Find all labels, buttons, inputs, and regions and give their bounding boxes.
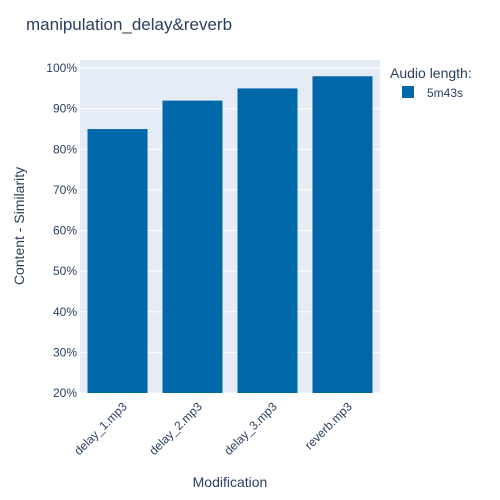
- y-tick-label: 80%: [53, 142, 77, 156]
- legend-swatch[interactable]: [402, 86, 414, 98]
- y-tick-label: 60%: [53, 224, 77, 238]
- y-tick-label: 50%: [53, 264, 77, 278]
- y-tick-label: 100%: [46, 61, 77, 75]
- bar-delay-3-mp3[interactable]: [237, 88, 298, 394]
- y-tick-label: 30%: [53, 345, 77, 359]
- y-tick-label: 20%: [53, 386, 77, 400]
- x-tick-label: delay_1.mp3: [71, 399, 130, 458]
- y-tick-label: 90%: [53, 102, 77, 116]
- bar-delay-1-mp3[interactable]: [87, 129, 148, 393]
- bar-reverb-mp3[interactable]: [312, 76, 373, 394]
- legend-title: Audio length:: [390, 65, 472, 81]
- y-tick-labels: 20% 30% 40% 50% 60% 70% 80% 90% 100%: [46, 61, 77, 400]
- x-tick-label: delay_3.mp3: [221, 399, 280, 458]
- y-tick-label: 70%: [53, 183, 77, 197]
- x-tick-label: reverb.mp3: [302, 399, 355, 452]
- legend-label[interactable]: 5m43s: [427, 86, 463, 100]
- y-axis-title: Content - Similarity: [11, 167, 27, 285]
- x-tick-label: delay_2.mp3: [146, 399, 205, 458]
- bars: [87, 76, 373, 394]
- chart-title: manipulation_delay&reverb: [26, 15, 232, 34]
- x-axis-title: Modification: [193, 474, 268, 490]
- y-tick-label: 40%: [53, 305, 77, 319]
- x-tick-labels: delay_1.mp3 delay_2.mp3 delay_3.mp3 reverb.…: [71, 399, 355, 458]
- legend[interactable]: Audio length: 5m43s: [390, 65, 472, 100]
- bar-delay-2-mp3[interactable]: [162, 100, 223, 394]
